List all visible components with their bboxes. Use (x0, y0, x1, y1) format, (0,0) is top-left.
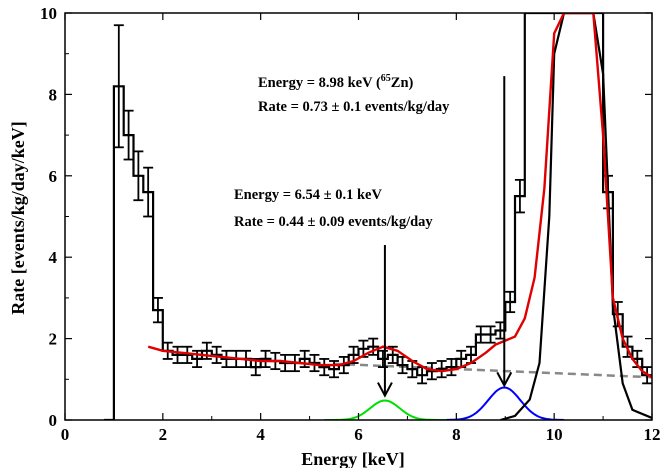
x-tick-label: 8 (452, 425, 461, 444)
annotation-654-line1: Energy = 6.54 ± 0.1 keV (234, 187, 382, 203)
x-tick-label: 12 (644, 425, 661, 444)
large-peak-curve (500, 13, 652, 420)
y-tick-label: 0 (49, 411, 58, 430)
y-tick-label: 2 (49, 330, 58, 349)
x-tick-label: 2 (159, 425, 168, 444)
annotation-arrow-head-0 (496, 371, 513, 388)
annotation-zn65-superscript: 65 (381, 73, 391, 84)
histogram-steps (104, 13, 652, 420)
y-tick-label: 4 (49, 248, 58, 267)
y-tick-label: 10 (40, 4, 57, 23)
annotation-zn65-line2: Rate = 0.73 ± 0.1 events/kg/day (258, 99, 450, 115)
y-axis-title: Rate [events/kg/day/keV] (8, 121, 28, 314)
peak-6-54-curve (324, 399, 447, 420)
peak-zn65-curve (446, 386, 565, 420)
background-line (333, 362, 652, 379)
annotation-654-line2: Rate = 0.44 ± 0.09 events/kg/day (234, 214, 433, 230)
x-tick-label: 10 (546, 425, 563, 444)
y-tick-label: 8 (49, 85, 58, 104)
annotation-layer: Energy = 8.98 keV (65Zn) Rate = 0.73 ± 0… (234, 73, 513, 398)
x-axis-title: Energy [keV] (301, 449, 404, 468)
x-tick-label: 6 (354, 425, 363, 444)
axes-layer: 0 2 4 6 8 10 12 0 2 4 6 8 10 (40, 4, 661, 444)
fit-curve (147, 13, 652, 379)
x-tick-label: 4 (256, 425, 265, 444)
annotation-zn65-line1: Energy = 8.98 keV (65Zn) (258, 73, 414, 91)
x-tick-label: 0 (61, 425, 70, 444)
annotation-arrow-head-1 (377, 382, 393, 398)
y-tick-label: 6 (49, 167, 58, 186)
